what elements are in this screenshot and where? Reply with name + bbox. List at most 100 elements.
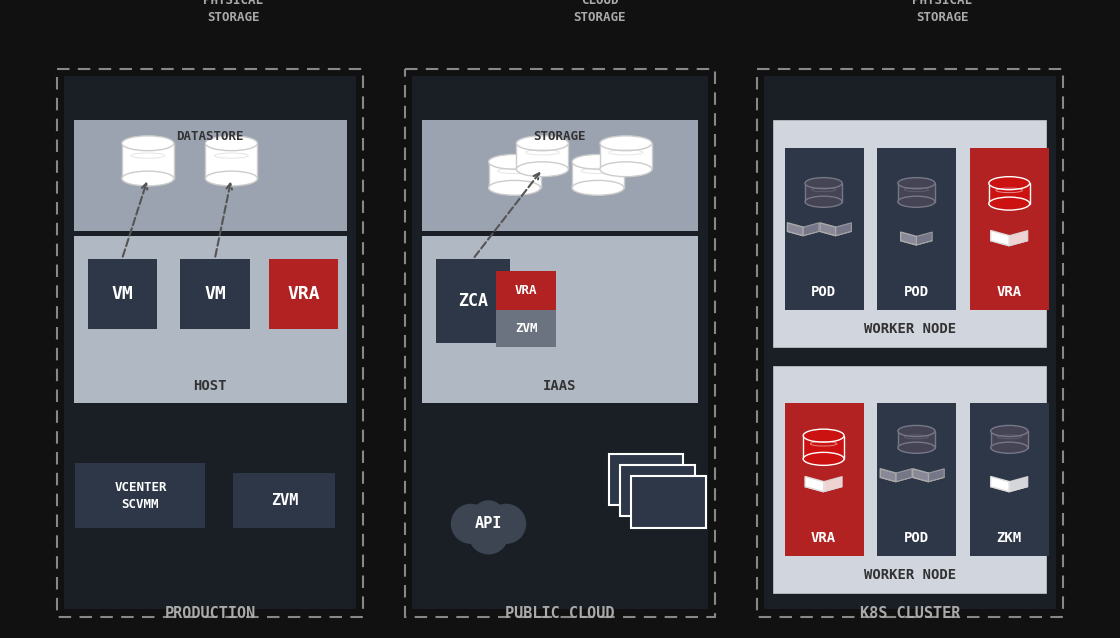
Ellipse shape <box>600 136 652 151</box>
Ellipse shape <box>122 136 174 151</box>
FancyBboxPatch shape <box>87 259 157 329</box>
Polygon shape <box>991 230 1009 246</box>
FancyBboxPatch shape <box>877 148 956 310</box>
Polygon shape <box>122 144 174 179</box>
Polygon shape <box>488 162 541 188</box>
Text: DATASTORE: DATASTORE <box>176 130 244 144</box>
FancyBboxPatch shape <box>609 454 683 505</box>
Ellipse shape <box>205 136 258 151</box>
Polygon shape <box>989 183 1029 204</box>
Ellipse shape <box>898 426 935 436</box>
Ellipse shape <box>803 452 844 465</box>
Ellipse shape <box>488 181 541 195</box>
Polygon shape <box>836 223 851 236</box>
Polygon shape <box>913 469 928 482</box>
FancyBboxPatch shape <box>496 271 557 310</box>
FancyBboxPatch shape <box>764 77 1056 609</box>
Polygon shape <box>805 487 842 492</box>
Circle shape <box>487 505 525 543</box>
Polygon shape <box>991 477 1009 492</box>
Polygon shape <box>913 477 944 482</box>
Polygon shape <box>820 232 851 236</box>
Polygon shape <box>916 232 932 245</box>
Polygon shape <box>473 0 532 26</box>
FancyBboxPatch shape <box>632 477 706 528</box>
Polygon shape <box>898 183 935 202</box>
Text: VRA: VRA <box>811 531 837 545</box>
FancyBboxPatch shape <box>64 77 356 609</box>
Ellipse shape <box>803 429 844 442</box>
Text: API: API <box>475 516 502 531</box>
FancyBboxPatch shape <box>233 473 335 528</box>
Text: VRA: VRA <box>287 285 319 303</box>
Polygon shape <box>787 223 803 236</box>
FancyBboxPatch shape <box>74 120 346 232</box>
Text: VRA: VRA <box>515 285 538 297</box>
Text: IAAS: IAAS <box>543 380 577 394</box>
FancyBboxPatch shape <box>774 120 1046 348</box>
Ellipse shape <box>516 136 568 151</box>
Polygon shape <box>898 431 935 448</box>
FancyBboxPatch shape <box>496 310 557 348</box>
Polygon shape <box>820 0 879 26</box>
Polygon shape <box>820 223 836 236</box>
FancyBboxPatch shape <box>75 463 205 528</box>
Text: VM: VM <box>204 285 226 303</box>
Text: ZVM: ZVM <box>271 493 298 508</box>
Polygon shape <box>805 477 823 492</box>
Polygon shape <box>880 469 896 482</box>
Ellipse shape <box>600 162 652 177</box>
Polygon shape <box>572 162 624 188</box>
FancyBboxPatch shape <box>970 148 1049 310</box>
Text: VCENTER
SCVMM: VCENTER SCVMM <box>114 481 167 511</box>
Text: CLOUD
STORAGE: CLOUD STORAGE <box>573 0 626 24</box>
Polygon shape <box>1009 230 1028 246</box>
Polygon shape <box>900 232 916 245</box>
Ellipse shape <box>820 17 879 36</box>
Polygon shape <box>823 477 842 492</box>
Ellipse shape <box>473 17 532 36</box>
Ellipse shape <box>805 177 842 189</box>
FancyBboxPatch shape <box>877 403 956 556</box>
Polygon shape <box>1009 477 1028 492</box>
Text: ZKM: ZKM <box>997 531 1021 545</box>
Ellipse shape <box>898 442 935 453</box>
FancyBboxPatch shape <box>785 403 864 556</box>
Polygon shape <box>928 469 944 482</box>
Text: K8S CLUSTER: K8S CLUSTER <box>860 606 960 621</box>
Polygon shape <box>991 241 1028 246</box>
Polygon shape <box>787 232 819 236</box>
FancyBboxPatch shape <box>422 236 698 403</box>
Text: ZVM: ZVM <box>515 322 538 336</box>
FancyBboxPatch shape <box>774 366 1046 593</box>
Polygon shape <box>880 477 912 482</box>
Polygon shape <box>516 144 568 169</box>
Ellipse shape <box>989 197 1029 210</box>
Text: STORAGE: STORAGE <box>534 130 586 144</box>
Polygon shape <box>600 144 652 169</box>
Polygon shape <box>803 436 844 459</box>
Text: VRA: VRA <box>997 285 1021 299</box>
Circle shape <box>469 515 508 554</box>
FancyBboxPatch shape <box>785 148 864 310</box>
FancyBboxPatch shape <box>422 120 698 232</box>
Text: HOST: HOST <box>194 380 227 394</box>
Circle shape <box>473 501 504 533</box>
Ellipse shape <box>122 171 174 186</box>
Ellipse shape <box>516 162 568 177</box>
Text: PHYSICAL
STORAGE: PHYSICAL STORAGE <box>913 0 972 24</box>
Polygon shape <box>803 223 819 236</box>
Text: PRODUCTION: PRODUCTION <box>165 606 255 621</box>
Text: VM: VM <box>112 285 133 303</box>
Text: WORKER NODE: WORKER NODE <box>864 322 956 336</box>
Text: POD: POD <box>904 285 928 299</box>
Ellipse shape <box>205 171 258 186</box>
FancyBboxPatch shape <box>970 403 1049 556</box>
Ellipse shape <box>572 181 624 195</box>
FancyBboxPatch shape <box>74 236 346 403</box>
Ellipse shape <box>488 154 541 169</box>
Polygon shape <box>805 183 842 202</box>
Circle shape <box>451 505 491 543</box>
FancyBboxPatch shape <box>412 77 708 609</box>
Ellipse shape <box>989 177 1029 189</box>
